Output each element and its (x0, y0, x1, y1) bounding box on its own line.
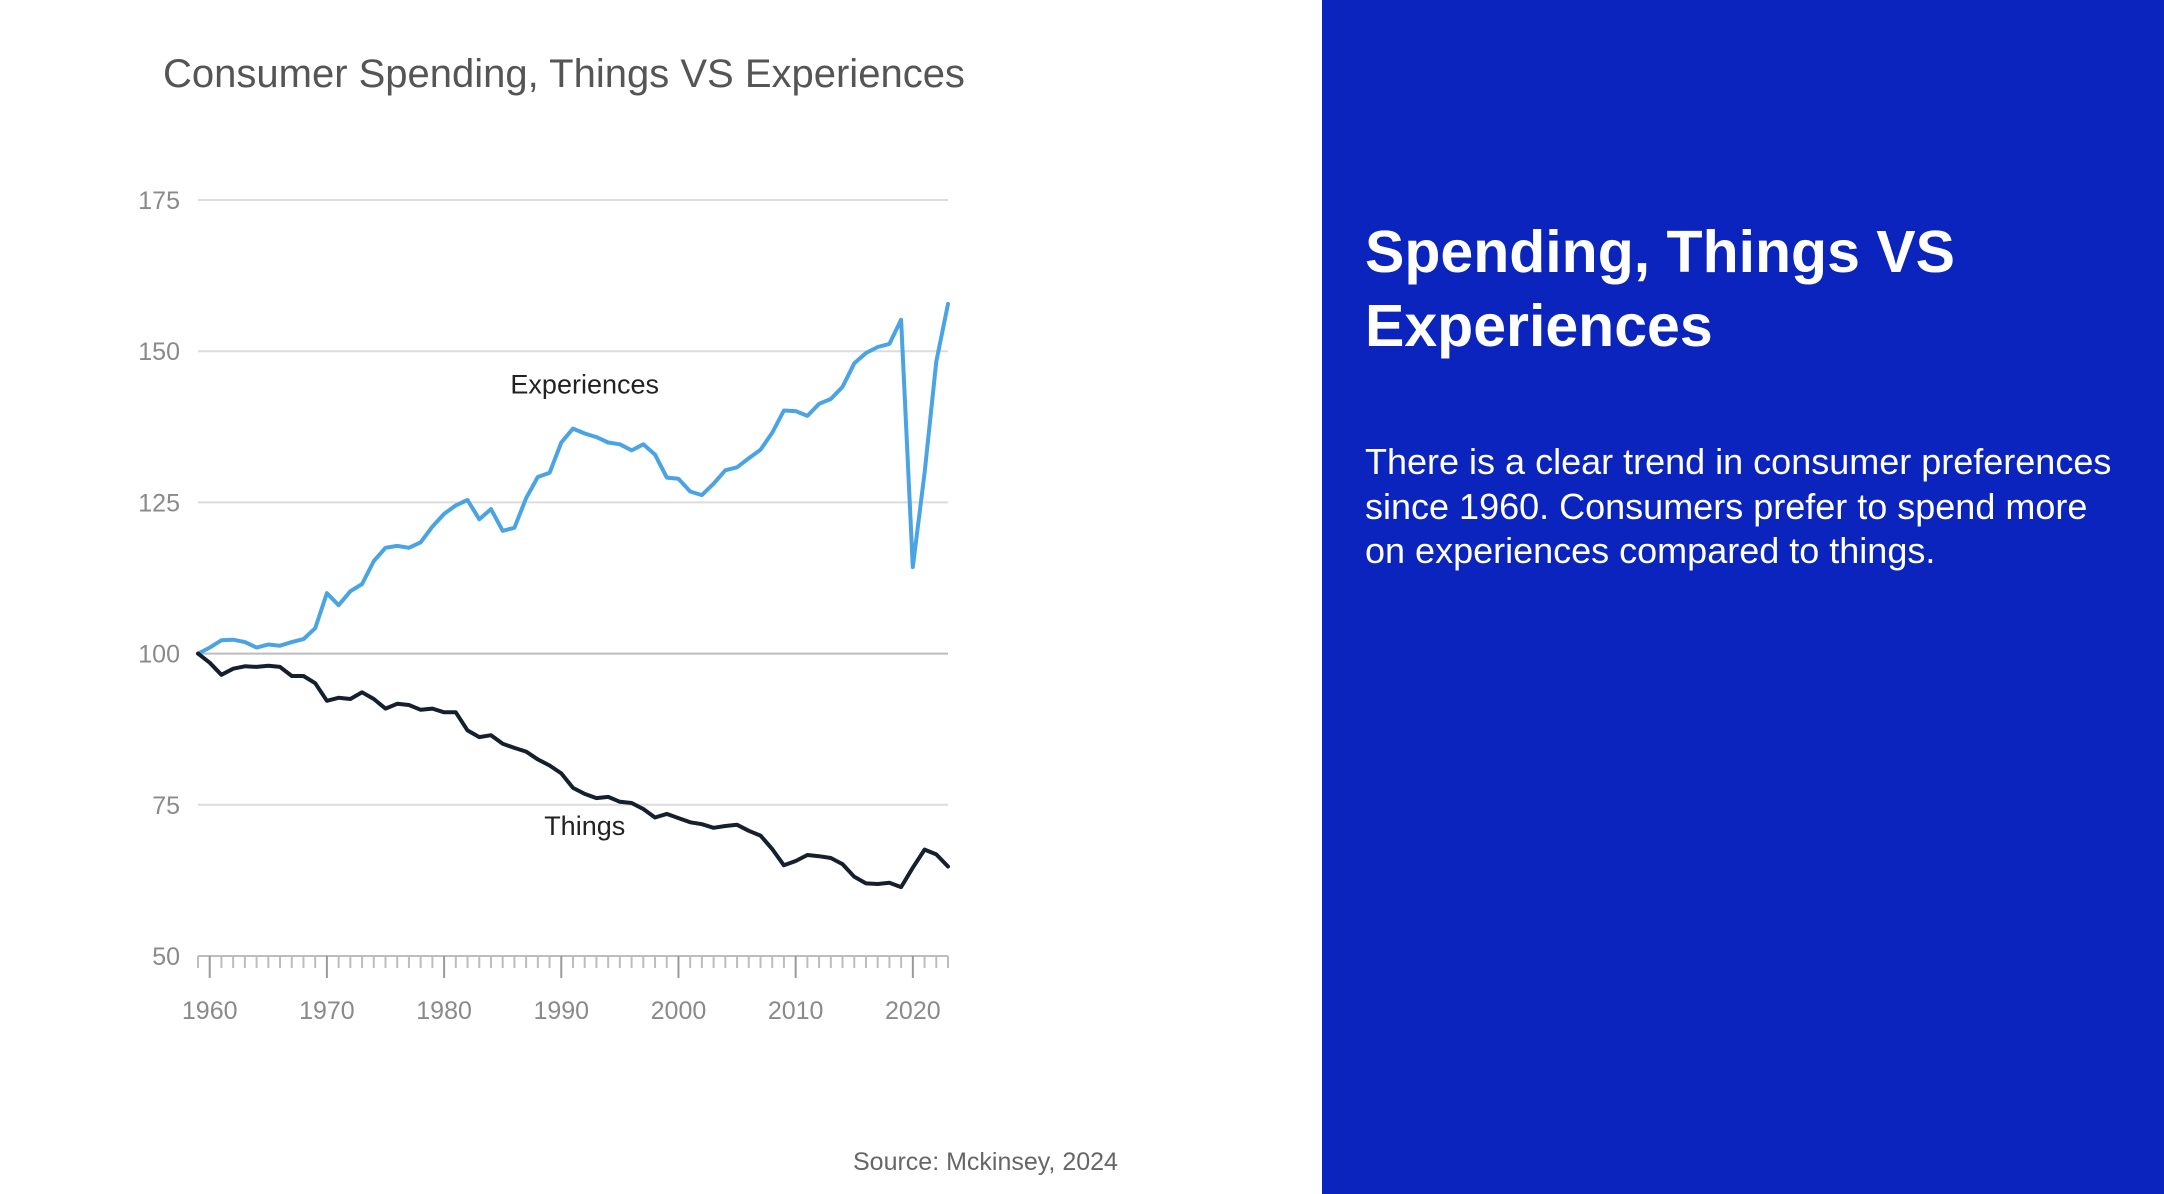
y-tick-label: 75 (152, 792, 180, 820)
gridlines (198, 199, 948, 806)
panel-body-text: There is a clear trend in consumer prefe… (1365, 441, 2112, 572)
annotation-experiences: Experiences (510, 370, 659, 400)
source-note: Source: Mckinsey, 2024 (853, 1148, 1118, 1176)
x-tick-label: 1960 (182, 997, 238, 1025)
y-tick-label: 150 (138, 338, 180, 366)
panel-heading: Spending, Things VS Experiences (1365, 219, 1955, 359)
x-axis: 1960 1970 1980 1990 2000 2010 2020 (182, 955, 949, 1025)
series-annotations: Experiences Things (510, 370, 659, 842)
line-chart: 1960 1970 1980 1990 2000 2010 2020 50 75 100 125 1… (138, 187, 950, 1025)
annotation-things: Things (544, 811, 625, 841)
y-axis-tick-labels: 50 75 100 125 150 175 (138, 187, 180, 971)
y-tick-label: 175 (138, 187, 180, 215)
x-tick-label: 2010 (768, 997, 824, 1025)
x-tick-label: 1990 (533, 997, 589, 1025)
x-tick-label: 2000 (651, 997, 707, 1025)
y-tick-label: 125 (138, 489, 180, 517)
y-tick-label: 50 (152, 943, 180, 971)
x-tick-label: 2020 (885, 997, 941, 1025)
chart-title: Consumer Spending, Things VS Experiences (163, 52, 965, 96)
y-tick-label: 100 (138, 641, 180, 669)
summary-panel: Spending, Things VS Experiences There is… (1322, 0, 2164, 1194)
x-tick-label: 1980 (416, 997, 472, 1025)
series-line-things (196, 651, 950, 890)
series-line-experiences (196, 302, 950, 656)
chart-area: Consumer Spending, Things VS Experiences… (138, 52, 1118, 1176)
series-lines (196, 302, 950, 890)
x-tick-label: 1970 (299, 997, 355, 1025)
